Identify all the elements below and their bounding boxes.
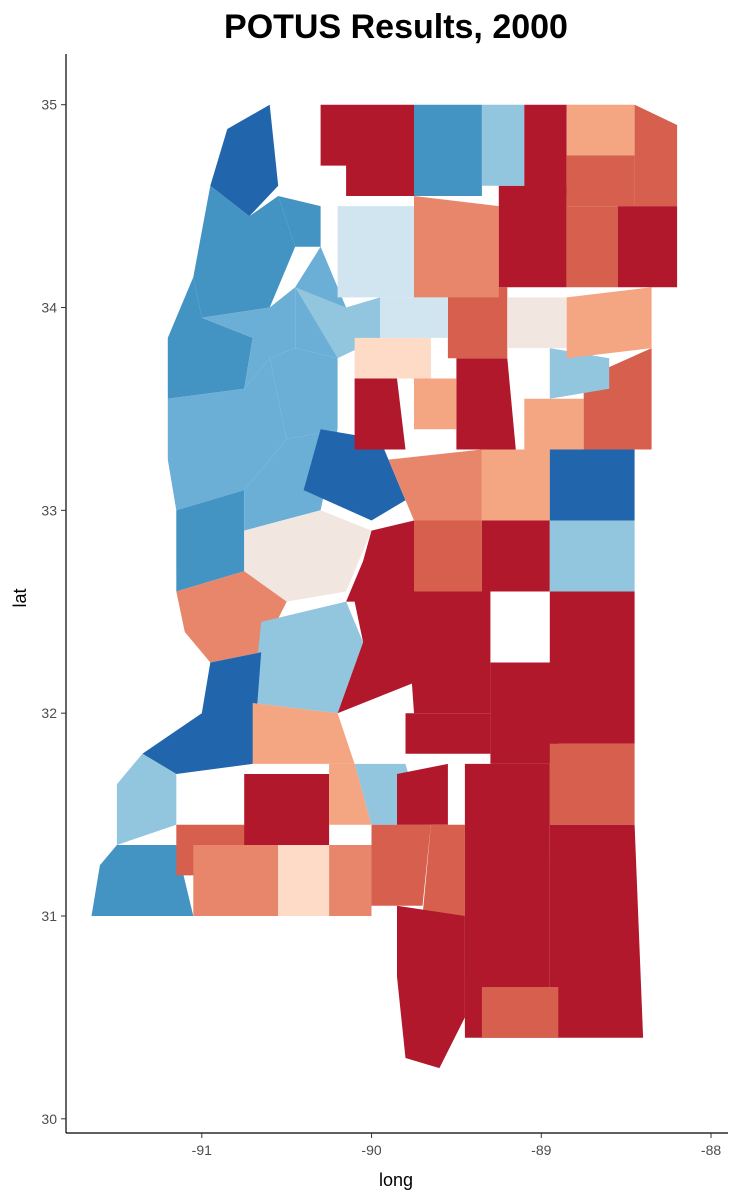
x-tick-label: -89: [531, 1142, 551, 1158]
county-lee: [617, 206, 678, 288]
county-harrison: [481, 987, 559, 1038]
county-montgomery: [414, 378, 457, 430]
county-newton: [481, 520, 550, 592]
chart-title: POTUS Results, 2000: [224, 8, 568, 46]
county-northwest-1: [210, 104, 279, 217]
county-delta-southwest: [167, 358, 287, 511]
x-tick-label: -90: [361, 1142, 381, 1158]
county-forrest: [422, 824, 465, 916]
county-tunica-panola: [337, 206, 414, 298]
county-leake: [414, 520, 482, 592]
county-chickasaw: [507, 297, 567, 349]
county-alcorn: [566, 104, 635, 156]
county-northwest-2: [193, 185, 296, 318]
axes: -91 -90 -89 -88 30 31 32 33 34 35: [41, 54, 728, 1158]
county-hinds: [252, 601, 364, 714]
county-jones: [490, 662, 559, 764]
county-clay: [549, 348, 610, 399]
county-tippah: [524, 104, 567, 196]
county-monroe: [566, 287, 652, 359]
county-delta-south-1: [269, 348, 338, 440]
county-adams: [91, 845, 194, 916]
county-pontotoc: [566, 206, 618, 288]
y-tick-label: 35: [41, 97, 57, 113]
y-axis-title: lat: [10, 588, 30, 607]
county-benton: [481, 104, 525, 186]
county-wayne: [549, 743, 635, 825]
y-ticks: 30 31 32 33 34 35: [41, 97, 66, 1127]
county-northwest-3: [278, 196, 321, 247]
county-lincoln: [244, 774, 330, 845]
county-prentiss: [566, 155, 635, 207]
county-perry: [464, 763, 550, 916]
county-marion: [371, 824, 431, 906]
county-lauderdale: [549, 591, 635, 744]
county-madison: [346, 520, 414, 602]
y-tick-label: 32: [41, 705, 57, 721]
x-tick-label: -91: [192, 1142, 212, 1158]
y-tick-label: 33: [41, 502, 57, 518]
county-kemper-noxubee: [549, 520, 635, 592]
county-pike: [278, 845, 330, 916]
county-tate: [414, 196, 499, 298]
county-tishomingo: [634, 104, 678, 207]
y-tick-label: 30: [41, 1111, 57, 1127]
county-lamar: [397, 763, 448, 825]
county-pearl-river: [397, 905, 465, 1069]
plot-area: [91, 104, 678, 1069]
county-lawrence: [329, 763, 372, 825]
county-winston: [481, 449, 550, 521]
y-tick-label: 31: [41, 908, 57, 924]
county-webster: [456, 358, 516, 450]
county-smith-scott: [405, 591, 491, 714]
county-claiborne: [142, 652, 262, 774]
county-yazoo: [244, 510, 372, 602]
county-walthall: [329, 845, 372, 916]
county-greene-george: [549, 824, 644, 1038]
county-attala: [388, 449, 482, 521]
county-union: [346, 155, 414, 196]
county-layer: [91, 104, 678, 1069]
county-copiah: [252, 703, 355, 764]
county-holmes: [303, 429, 406, 521]
county-lafayette: [498, 185, 567, 288]
county-desoto: [320, 104, 414, 166]
county-grenada-area: [354, 337, 431, 379]
county-delta-mid-1: [201, 287, 296, 389]
county-noxubee-east: [549, 449, 635, 521]
x-ticks: -91 -90 -89 -88: [192, 1133, 721, 1158]
county-jefferson-1: [116, 753, 177, 845]
county-simpson: [405, 713, 491, 754]
county-calhoun: [447, 287, 508, 359]
county-rankin: [337, 591, 414, 714]
county-carroll: [354, 378, 406, 450]
county-delta-west: [167, 277, 253, 399]
x-tick-label: -88: [701, 1142, 721, 1158]
county-marshall: [414, 104, 482, 196]
county-warren: [176, 571, 287, 663]
county-oktibbeha: [524, 398, 584, 450]
x-axis-title: long: [379, 1170, 413, 1190]
county-amite: [193, 845, 279, 916]
county-delta-south-2: [176, 490, 245, 592]
county-yalobusha: [380, 297, 448, 338]
y-tick-label: 34: [41, 300, 57, 316]
